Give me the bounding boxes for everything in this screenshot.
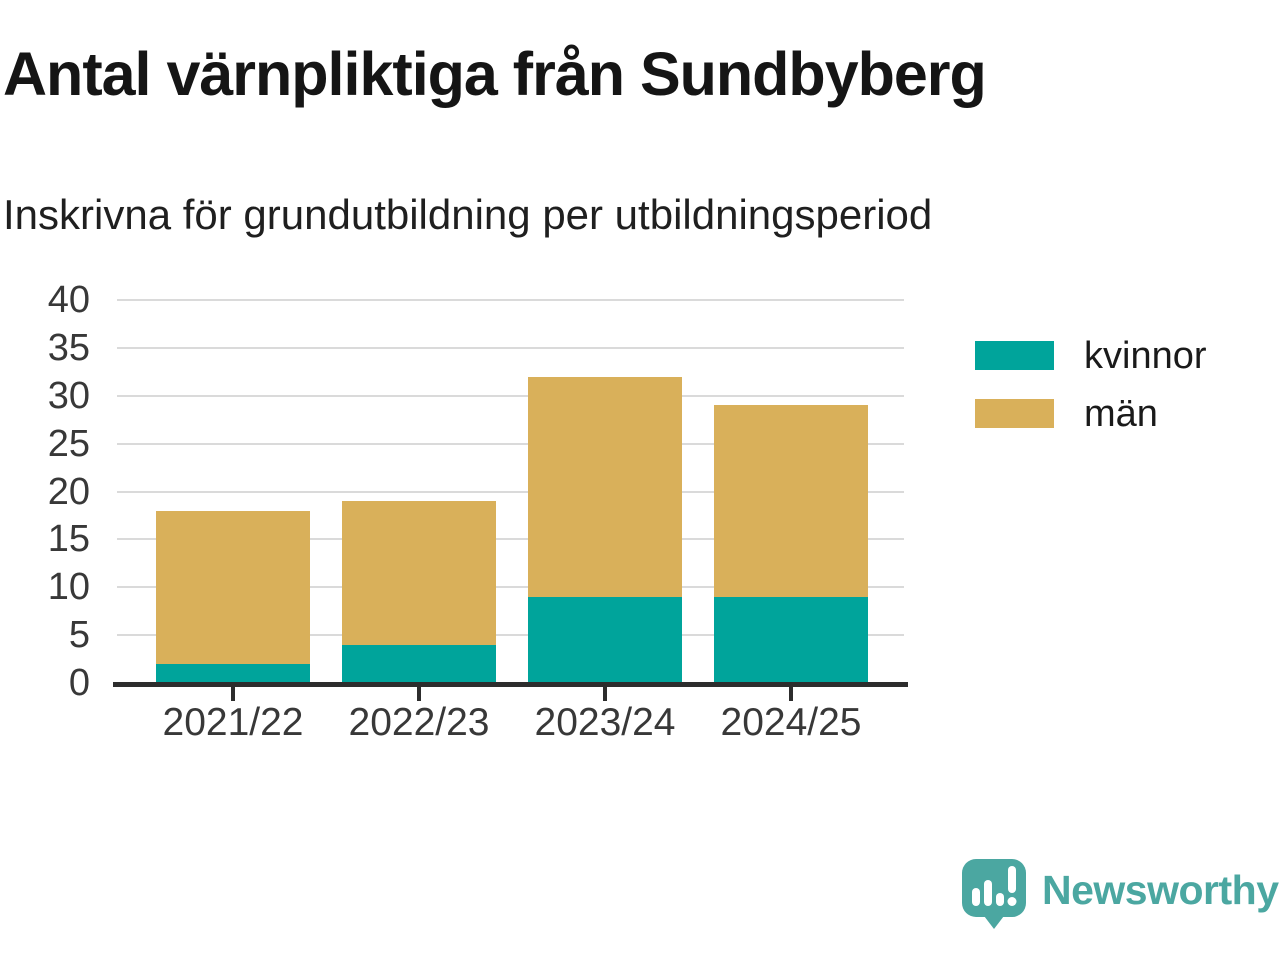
x-axis-tick-2023-24 [603,687,607,701]
x-axis-tick-2024-25 [789,687,793,701]
y-axis-tick-label-15: 15 [47,518,90,560]
bar-segment-2023-24-män [528,377,682,597]
x-axis-tick-label-2021-22: 2021/22 [162,701,304,744]
y-axis-tick-label-25: 25 [47,423,90,465]
x-axis-tick-label-2024-25: 2024/25 [720,701,862,744]
x-axis-tick-label-2022-23: 2022/23 [348,701,490,744]
bar-segment-2021-22-män [156,511,310,664]
chart-title: Antal värnpliktiga från Sundbyberg [3,40,987,108]
bar-segment-2024-25-män [714,405,868,597]
x-axis-line [113,682,908,687]
newsworthy-wordmark: Newsworthy [1042,866,1279,913]
bar-segment-2022-23-män [342,501,496,645]
bar-segment-2024-25-kvinnor [714,597,868,683]
legend-label-kvinnor: kvinnor [1084,334,1207,377]
newsworthy-branding: Newsworthy [961,858,1279,930]
y-axis-tick-label-0: 0 [68,662,90,704]
x-axis-tick-label-2023-24: 2023/24 [534,701,676,744]
chart-subtitle: Inskrivna för grundutbildning per utbild… [3,191,933,238]
gridline-y-20 [117,491,904,493]
legend-swatch-kvinnor [975,341,1054,370]
y-axis-tick-label-40: 40 [47,279,90,321]
y-axis-tick-label-35: 35 [47,327,90,369]
bar-segment-2023-24-kvinnor [528,597,682,683]
bar-segment-2021-22-kvinnor [156,664,310,683]
legend-item-man: män [975,395,1207,433]
legend-label-man: män [1084,392,1158,435]
x-axis-tick-2022-23 [417,687,421,701]
gridline-y-40 [117,299,904,301]
y-axis-tick-label-30: 30 [47,375,90,417]
chart-legend: kvinnor män [975,337,1207,457]
x-axis-tick-2021-22 [231,687,235,701]
y-axis-tick-label-5: 5 [68,614,90,656]
y-axis-tick-label-10: 10 [47,566,90,608]
gridline-y-30 [117,395,904,397]
gridline-y-10 [117,586,904,588]
newsworthy-logo-icon [962,859,1026,929]
legend-item-kvinnor: kvinnor [975,337,1207,375]
y-axis-tick-label-20: 20 [47,471,90,513]
gridline-y-5 [117,634,904,636]
bar-segment-2022-23-kvinnor [342,645,496,683]
gridline-y-35 [117,347,904,349]
gridline-y-15 [117,538,904,540]
legend-swatch-man [975,399,1054,428]
gridline-y-25 [117,443,904,445]
